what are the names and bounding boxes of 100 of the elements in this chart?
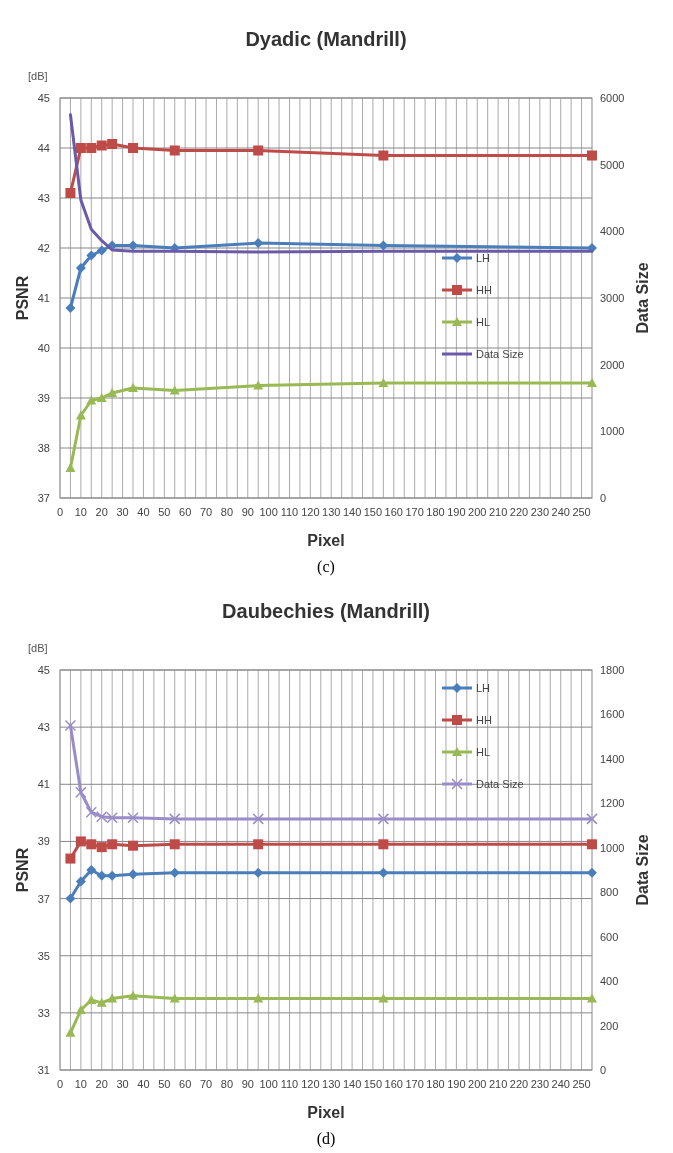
y-axis-title: PSNR xyxy=(14,275,31,321)
x-axis-title: Pixel xyxy=(307,1104,345,1121)
point xyxy=(75,786,87,798)
y2-tick-label: 0 xyxy=(600,1064,607,1076)
text: [dB] xyxy=(28,642,48,654)
x-tick-label: 70 xyxy=(199,506,213,518)
point xyxy=(65,463,76,472)
y2-tick-label: 1000 xyxy=(600,425,625,438)
y-tick-label: 41 xyxy=(37,292,50,304)
x-tick-label: 160 xyxy=(384,1078,403,1090)
x-tick-label: 20 xyxy=(95,1078,108,1090)
y-tick-label: 39 xyxy=(37,392,50,404)
x-tick-label: 230 xyxy=(530,506,550,518)
y2-tick-label: 1200 xyxy=(600,797,625,810)
y-tick-label: 43 xyxy=(37,721,50,734)
y-tick-label: 39 xyxy=(37,835,50,848)
point xyxy=(107,388,118,397)
x-tick-label: 20 xyxy=(95,506,108,518)
x-tick-label: 10 xyxy=(74,1078,87,1090)
y-tick-label: 37 xyxy=(37,892,50,905)
x-tick-label: 210 xyxy=(488,1078,508,1090)
y2-tick-label: 1600 xyxy=(600,708,625,721)
x-axis-title: Pixel xyxy=(307,532,345,549)
y-tick-label: 43 xyxy=(37,192,50,204)
x-tick-label: 0 xyxy=(56,506,64,518)
point xyxy=(378,378,389,387)
point xyxy=(128,240,139,251)
point xyxy=(64,719,77,732)
y2-tick-label: 1000 xyxy=(600,841,625,854)
point xyxy=(378,839,389,850)
point xyxy=(587,867,597,878)
y2-tick-label: 1400 xyxy=(600,752,625,765)
x-tick-label: 150 xyxy=(363,1078,383,1090)
y2-tick-label: 2000 xyxy=(600,358,625,371)
point xyxy=(75,1005,86,1014)
point xyxy=(65,853,76,864)
point xyxy=(252,813,264,825)
point xyxy=(75,143,86,153)
legend-label: Data Size xyxy=(476,348,524,360)
point xyxy=(169,385,180,395)
y2-tick-label: 600 xyxy=(600,930,619,943)
x-tick-label: 190 xyxy=(447,506,466,518)
point xyxy=(96,870,107,881)
point xyxy=(587,839,597,850)
point xyxy=(107,993,118,1003)
x-tick-label: 130 xyxy=(322,1078,341,1090)
x-tick-label: 210 xyxy=(488,506,508,518)
x-tick-label: 160 xyxy=(384,506,403,518)
x-tick-label: 40 xyxy=(137,506,150,518)
point xyxy=(127,812,139,824)
y-tick-label: 33 xyxy=(37,1006,50,1019)
point xyxy=(128,383,139,392)
y2-tick-label: 0 xyxy=(600,492,607,504)
x-tick-label: 50 xyxy=(158,506,171,518)
point xyxy=(86,250,97,261)
y-tick-label: 45 xyxy=(37,664,50,676)
point xyxy=(378,993,389,1003)
y-tick-label: 44 xyxy=(37,142,50,154)
point xyxy=(169,867,180,878)
x-tick-label: 80 xyxy=(220,1078,234,1090)
y2-tick-label: 400 xyxy=(600,975,619,988)
x-tick-label: 90 xyxy=(241,1078,254,1090)
point xyxy=(75,836,86,847)
point xyxy=(65,188,76,198)
point xyxy=(86,395,97,405)
point xyxy=(253,839,264,850)
x-tick-label: 30 xyxy=(116,506,129,518)
legend-label: HH xyxy=(476,284,492,296)
y-axis-title: PSNR xyxy=(14,847,31,893)
chart-title: Dyadic (Mandrill) xyxy=(245,28,407,50)
point xyxy=(65,893,76,904)
y2-tick-label: 1800 xyxy=(600,664,625,676)
point xyxy=(587,378,597,387)
y2-tick-label: 4000 xyxy=(600,225,625,238)
legend-label: HH xyxy=(476,714,492,726)
x-tick-label: 90 xyxy=(241,506,254,518)
x-tick-label: 200 xyxy=(468,506,487,518)
point xyxy=(86,995,97,1004)
x-tick-label: 30 xyxy=(116,1078,129,1090)
point xyxy=(128,143,139,153)
x-tick-label: 170 xyxy=(405,506,424,518)
text: (d) xyxy=(316,1130,336,1148)
point xyxy=(107,139,118,149)
legend-label: HL xyxy=(476,746,491,758)
point xyxy=(378,150,389,161)
x-tick-label: 140 xyxy=(342,1078,362,1090)
point xyxy=(586,813,598,825)
point xyxy=(169,993,180,1003)
point xyxy=(96,842,107,853)
point xyxy=(253,993,264,1003)
x-tick-label: 70 xyxy=(199,1078,213,1090)
text: (c) xyxy=(317,558,335,576)
x-tick-label: 130 xyxy=(322,506,341,518)
x-tick-label: 240 xyxy=(551,506,570,518)
point xyxy=(169,839,180,850)
point xyxy=(169,813,181,825)
x-tick-label: 220 xyxy=(509,1078,529,1090)
x-tick-label: 100 xyxy=(259,506,278,518)
point xyxy=(128,990,139,1000)
x-tick-label: 110 xyxy=(280,1078,299,1090)
